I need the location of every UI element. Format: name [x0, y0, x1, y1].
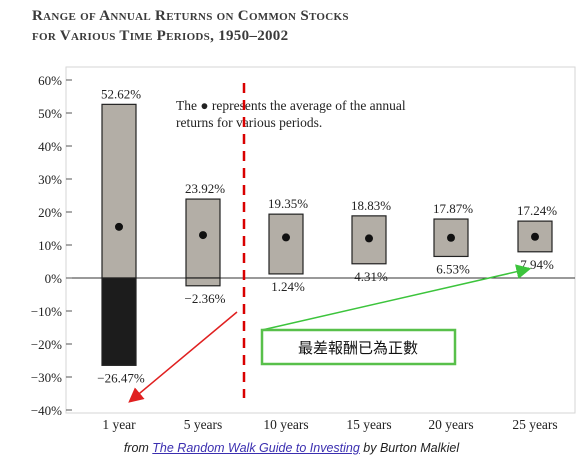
y-axis: 60% 50% 40% 30% 20% 10% 0% −10% −20% −30% −40% — [31, 73, 72, 418]
average-dot — [199, 231, 207, 240]
y-tick-label: −40% — [31, 403, 62, 418]
x-category-label: 5 years — [184, 417, 223, 432]
average-dot — [115, 222, 123, 231]
average-dot — [282, 233, 290, 242]
range-bar-negative — [185, 277, 221, 287]
chart-title-line-2: for Various Time Periods, 1950–2002 — [32, 28, 289, 44]
x-category-label: 20 years — [428, 417, 473, 432]
x-axis: 1 year 5 years 10 years 15 years 20 years 25 … — [102, 417, 557, 432]
y-tick-label: 40% — [38, 139, 62, 154]
y-tick-label: 0% — [45, 271, 63, 286]
y-tick-label: 20% — [38, 205, 62, 220]
high-value-label: 23.92% — [185, 181, 225, 196]
caption-suffix: by Burton Malkiel — [359, 441, 460, 455]
low-value-label: 6.53% — [436, 261, 470, 276]
range-bar — [351, 215, 387, 265]
low-value-label: −26.47% — [97, 370, 145, 385]
low-value-label: 7.94% — [520, 257, 554, 272]
range-bar — [268, 213, 304, 275]
high-value-label: 17.24% — [517, 203, 557, 218]
high-value-label: 52.62% — [101, 86, 141, 101]
high-value-label: 19.35% — [268, 196, 308, 211]
legend-note-line-2: returns for various periods. — [176, 115, 322, 130]
green-arrow — [261, 264, 532, 331]
high-value-label: 18.83% — [351, 198, 391, 213]
y-tick-label: 50% — [38, 106, 62, 121]
y-tick-label: −30% — [31, 370, 62, 385]
low-value-label: 1.24% — [271, 279, 305, 294]
book-title-link[interactable]: The Random Walk Guide to Investing — [152, 441, 360, 455]
average-dot — [365, 234, 373, 243]
red-arrow — [128, 311, 238, 403]
callout-box — [260, 328, 457, 366]
source-caption: from The Random Walk Guide to Investing … — [0, 441, 583, 455]
low-value-label: 4.31% — [354, 269, 388, 284]
range-bar-positive — [101, 103, 137, 279]
bars-group: 52.62% −26.47% 23.92% −2.36% 19.35% 1.24% 18.8… — [97, 86, 557, 385]
x-category-label: 10 years — [263, 417, 308, 432]
x-category-label: 25 years — [512, 417, 557, 432]
y-tick-label: 30% — [38, 172, 62, 187]
y-tick-label: 60% — [38, 73, 62, 88]
average-dot — [447, 233, 455, 242]
x-category-label: 15 years — [346, 417, 391, 432]
y-tick-label: −20% — [31, 337, 62, 352]
y-tick-label: −10% — [31, 304, 62, 319]
x-category-label: 1 year — [102, 417, 136, 432]
plot-frame — [65, 66, 576, 414]
y-tick-label: 10% — [38, 238, 62, 253]
legend-note-line-1: The ● represents the average of the annu… — [176, 98, 406, 113]
average-dot — [531, 232, 539, 241]
caption-prefix: from — [123, 441, 153, 455]
range-bar-negative — [101, 277, 137, 366]
chart-title: Range of Annual Returns on Common Stocks… — [32, 6, 552, 46]
callout-text: 最差報酬已為正數 — [298, 339, 418, 357]
high-value-label: 17.87% — [433, 201, 473, 216]
low-value-label: −2.36% — [185, 291, 226, 306]
chart-title-line-1: Range of Annual Returns on Common Stocks — [32, 8, 349, 24]
